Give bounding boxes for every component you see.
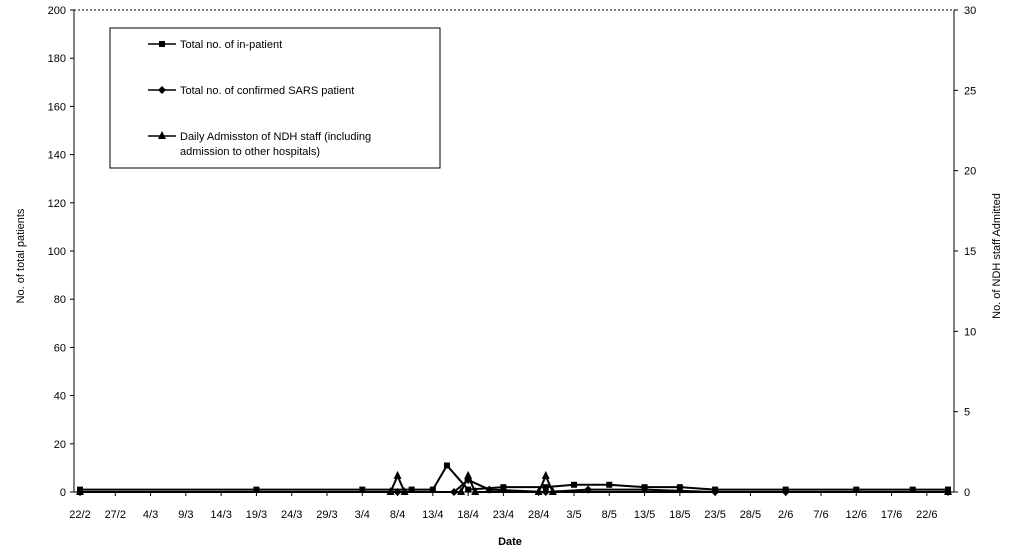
left-tick-label: 160	[48, 101, 66, 113]
legend-label: Total no. of in-patient	[180, 39, 282, 51]
legend: Total no. of in-patient Total no. of conf…	[109, 27, 441, 169]
x-tick-label: 9/3	[178, 509, 193, 521]
series-point	[465, 486, 472, 493]
x-tick-label: 13/4	[422, 509, 443, 521]
series-group	[76, 470, 952, 495]
series-point	[253, 486, 260, 493]
series-point	[457, 487, 466, 495]
left-tick-label: 200	[48, 5, 66, 17]
series-point	[159, 41, 165, 47]
left-tick-label: 140	[48, 150, 66, 162]
x-tick-label: 7/6	[813, 509, 828, 521]
left-tick-label: 20	[54, 439, 66, 451]
right-tick-label: 25	[964, 85, 976, 97]
series-point	[429, 486, 436, 493]
series-point	[400, 487, 409, 495]
series-point	[909, 486, 916, 493]
x-tick-label: 22/6	[916, 509, 937, 521]
left-tick-label: 0	[60, 487, 66, 499]
left-tick-label: 100	[48, 246, 66, 258]
x-tick-label: 27/2	[105, 509, 126, 521]
series-point	[541, 470, 550, 479]
x-tick-label: 8/5	[602, 509, 617, 521]
right-tick-label: 0	[964, 487, 970, 499]
series-line	[80, 463, 948, 491]
series-point	[386, 487, 395, 495]
right-axis-label: No. of NDH staff Admitted	[991, 193, 1003, 319]
series-point	[464, 470, 473, 479]
left-tick-label: 60	[54, 342, 66, 354]
series-point	[606, 481, 613, 488]
x-tick-label: 28/5	[740, 509, 761, 521]
legend-entry: Total no. of in-patient	[148, 39, 282, 51]
x-tick-label: 17/6	[881, 509, 902, 521]
left-tick-label: 80	[54, 294, 66, 306]
x-tick-label: 13/5	[634, 509, 655, 521]
series-point	[548, 487, 557, 495]
series-point	[944, 487, 952, 495]
series-group	[77, 462, 951, 493]
legend-entry: Daily Admisston of NDH staff (including a…	[148, 131, 371, 158]
legend-label: Daily Admisston of NDH staff (including	[180, 131, 371, 143]
series-point	[534, 487, 543, 495]
x-tick-label: 19/3	[246, 509, 267, 521]
x-tick-label: 28/4	[528, 509, 549, 521]
x-tick-label: 18/5	[669, 509, 690, 521]
x-tick-label: 14/3	[210, 509, 231, 521]
series-point	[393, 488, 402, 496]
series-point	[541, 488, 550, 496]
x-tick-label: 18/4	[457, 509, 478, 521]
series-point	[471, 487, 480, 495]
x-tick-label: 29/3	[316, 509, 337, 521]
series-point	[570, 481, 577, 488]
left-axis: 0 20 40 60 80 100 120 140 160 180 200	[48, 5, 74, 499]
x-tick-label: 3/4	[355, 509, 370, 521]
x-axis-label: Date	[498, 536, 522, 548]
x-tick-label: 12/6	[846, 509, 867, 521]
x-axis: 22/2 27/2 4/3 9/3 14/3 19/3 24/3 29/3 3/4 8/4 13/4…	[69, 492, 938, 521]
x-tick-label: 4/3	[143, 509, 158, 521]
series-point	[158, 131, 166, 139]
x-tick-label: 2/6	[778, 509, 793, 521]
series-point	[443, 462, 450, 469]
series-layer	[76, 462, 952, 496]
right-tick-label: 15	[964, 246, 976, 258]
left-tick-label: 120	[48, 198, 66, 210]
x-tick-label: 22/2	[69, 509, 90, 521]
series-point	[676, 484, 683, 491]
legend-entry: Total no. of confirmed SARS patient	[148, 85, 354, 97]
right-tick-label: 5	[964, 407, 970, 419]
x-tick-label: 23/4	[493, 509, 514, 521]
x-tick-label: 24/3	[281, 509, 302, 521]
series-point	[393, 470, 402, 479]
series-point	[408, 486, 415, 493]
series-point	[542, 484, 549, 491]
x-tick-label: 3/5	[566, 509, 581, 521]
series-point	[76, 487, 84, 495]
x-tick-label: 23/5	[704, 509, 725, 521]
right-tick-label: 30	[964, 5, 976, 17]
left-axis-label: No. of total patients	[15, 208, 27, 303]
legend-label: admission to other hospitals)	[180, 146, 320, 158]
left-tick-label: 180	[48, 53, 66, 65]
right-tick-label: 10	[964, 326, 976, 338]
series-point	[158, 86, 166, 94]
right-tick-label: 20	[964, 166, 976, 178]
legend-box	[109, 27, 441, 169]
right-axis: 0 5 10 15 20 25 30	[954, 5, 976, 499]
series-point	[500, 484, 507, 491]
x-tick-label: 8/4	[390, 509, 405, 521]
series-point	[359, 486, 366, 493]
series-point	[853, 486, 860, 493]
legend-label: Total no. of confirmed SARS patient	[180, 85, 354, 97]
left-tick-label: 40	[54, 391, 66, 403]
